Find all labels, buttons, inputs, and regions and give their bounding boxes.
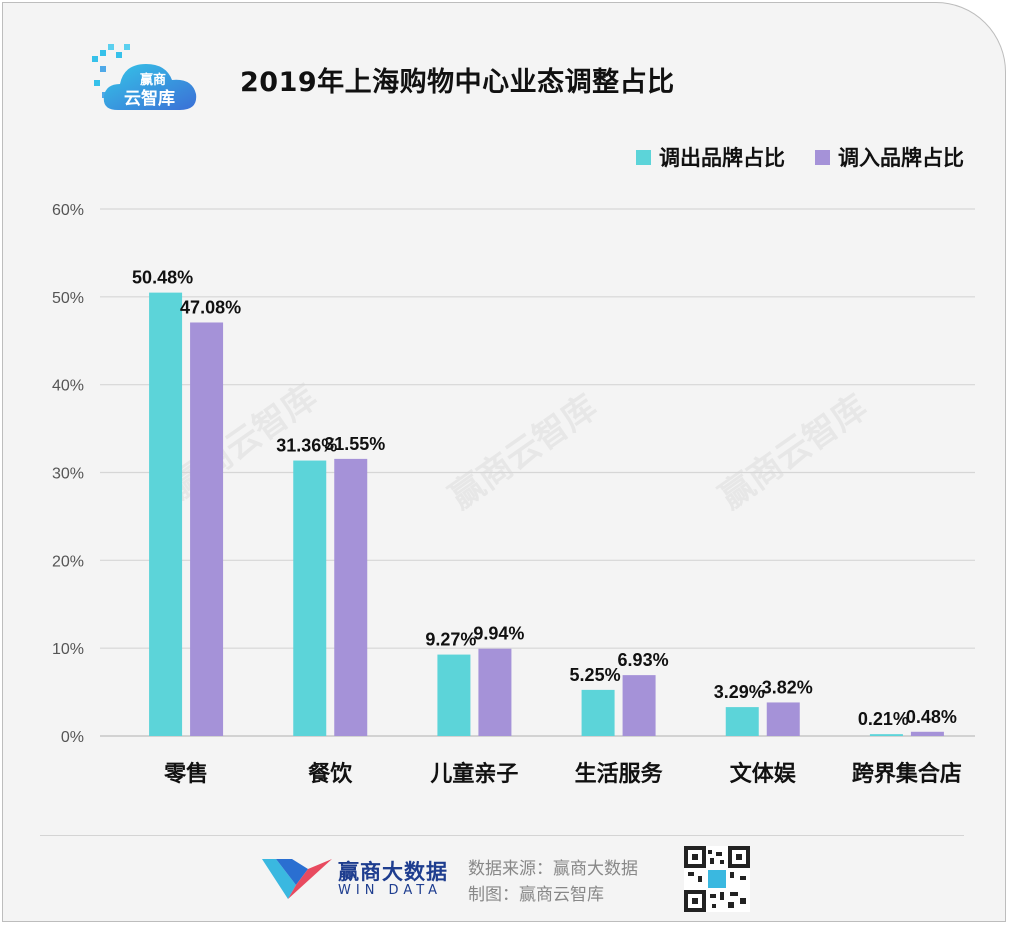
windata-logo-icon <box>262 859 332 899</box>
bar <box>437 654 471 736</box>
legend-item-out: 调出品牌占比 <box>636 142 785 172</box>
logo-text-bottom: 云智库 <box>124 88 175 109</box>
y-tick-label: 30% <box>52 466 84 483</box>
category-label: 零售 <box>163 761 208 787</box>
brand-name-en: WIN DATA <box>338 883 443 898</box>
watermark-text: 赢商云智库 <box>712 387 874 517</box>
logo-text-top: 赢商 <box>140 72 166 88</box>
data-label: 9.27% <box>425 630 476 650</box>
data-label: 3.82% <box>762 677 813 697</box>
data-label: 3.29% <box>714 682 765 702</box>
data-source: 数据来源：赢商大数据 <box>468 859 638 879</box>
cloud-logo-icon: 赢商 云智库 <box>92 44 197 110</box>
data-label: 47.08% <box>180 297 241 317</box>
bar <box>334 458 368 736</box>
bar <box>725 707 759 736</box>
data-label: 6.93% <box>618 650 669 670</box>
category-label: 儿童亲子 <box>429 761 518 787</box>
y-tick-label: 40% <box>52 378 84 395</box>
data-label: 50.48% <box>132 268 193 288</box>
bar <box>293 460 327 736</box>
y-tick-label: 0% <box>61 729 84 746</box>
bar <box>766 702 800 736</box>
y-tick-label: 50% <box>52 290 84 307</box>
bar-chart: 赢商云智库 赢商云智库 赢商云智库0%10%20%30%40%50%60%50.48… <box>52 202 975 787</box>
brand-name-cn: 赢商大数据 <box>338 860 448 884</box>
category-label: 餐饮 <box>308 762 353 787</box>
bar <box>869 734 903 736</box>
category-label: 文体娱 <box>730 761 797 787</box>
legend-swatch-out <box>636 149 651 165</box>
legend: 调出品牌占比 调入品牌占比 <box>636 142 964 172</box>
bar <box>478 648 512 736</box>
data-label: 0.48% <box>906 707 957 727</box>
source-text: 数据来源：赢商大数据 制图：赢商云智库 <box>468 856 638 908</box>
data-label: 0.21% <box>858 709 909 729</box>
chart-maker: 制图：赢商云智库 <box>468 885 604 905</box>
bar <box>910 731 944 736</box>
bar <box>190 322 224 736</box>
y-tick-label: 10% <box>52 641 84 658</box>
data-label: 31.55% <box>324 434 385 454</box>
category-label: 生活服务 <box>575 762 664 787</box>
bar <box>149 292 183 736</box>
legend-item-in: 调入品牌占比 <box>815 142 964 172</box>
legend-label-in: 调入品牌占比 <box>838 146 964 170</box>
footer-divider <box>40 835 964 836</box>
legend-label-out: 调出品牌占比 <box>659 146 785 170</box>
legend-swatch-in <box>815 149 830 165</box>
category-label: 跨界集合店 <box>852 761 962 787</box>
data-label: 9.94% <box>473 624 524 644</box>
y-tick-label: 60% <box>52 202 84 219</box>
y-tick-label: 20% <box>52 553 84 570</box>
data-label: 5.25% <box>570 665 621 685</box>
watermark-text: 赢商云智库 <box>442 387 604 517</box>
data-label: 31.36% <box>276 436 337 456</box>
bar <box>622 675 656 736</box>
qr-code-icon <box>684 846 750 912</box>
bar <box>581 689 615 736</box>
chart-title: 2019年上海购物中心业态调整占比 <box>240 67 675 98</box>
